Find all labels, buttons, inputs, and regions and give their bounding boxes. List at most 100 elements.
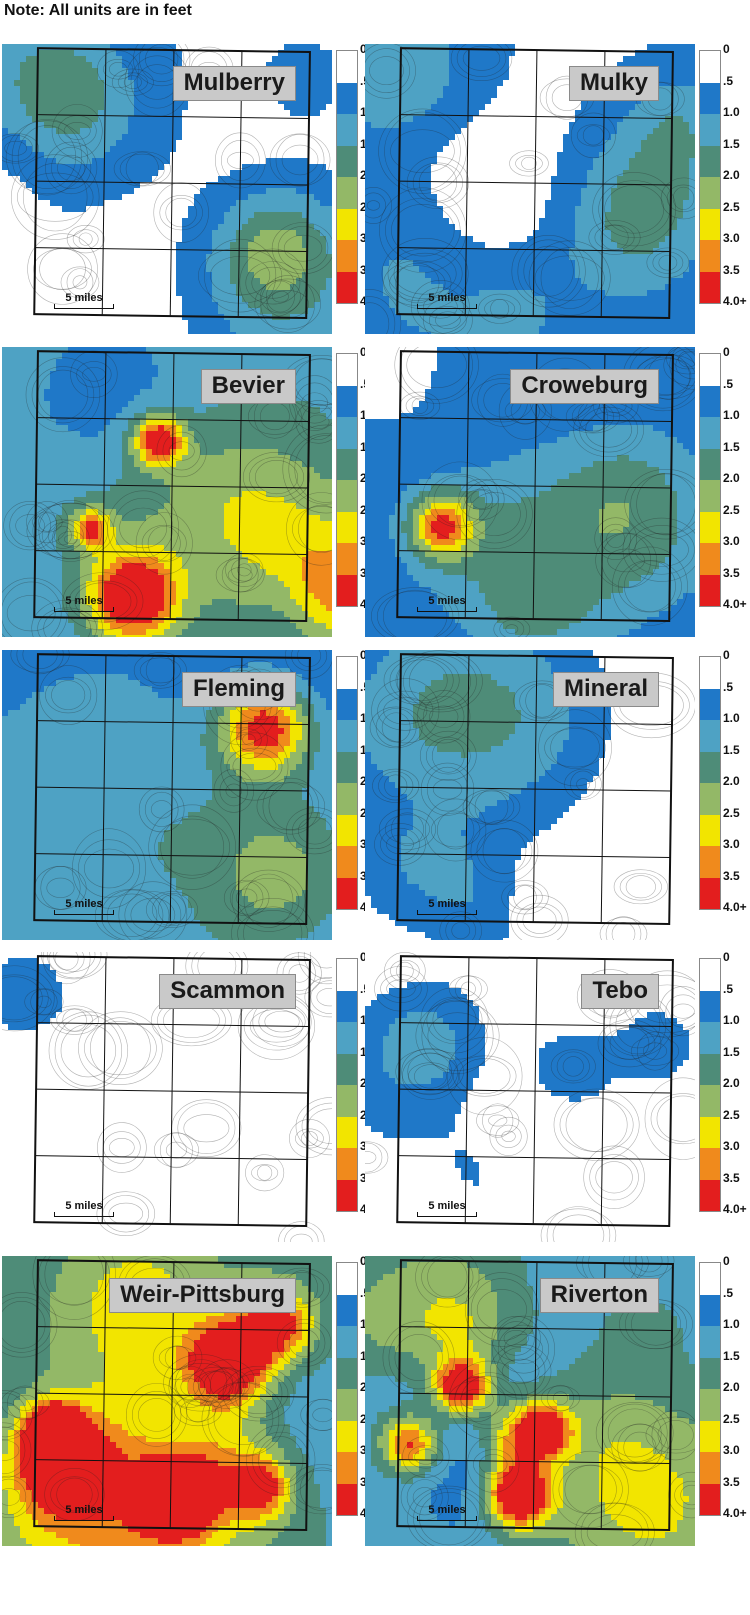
legend-swatch <box>337 1148 357 1180</box>
legend-swatch <box>700 1326 720 1358</box>
legend-label: 1.0 <box>723 711 740 725</box>
legend-swatch <box>337 783 357 815</box>
scale-bar-line <box>54 1212 114 1217</box>
map-title: Mulky <box>568 66 659 101</box>
legend-label: 1.5 <box>723 1045 740 1059</box>
scale-bar-line <box>417 1516 477 1521</box>
scale-label: 5 miles <box>417 898 477 910</box>
scale-bar: 5 miles <box>54 1504 114 1521</box>
legend-label: 3.0 <box>723 534 740 548</box>
scale-bar-line <box>417 1212 477 1217</box>
legend-swatch <box>700 114 720 146</box>
legend-label: 3.5 <box>723 263 740 277</box>
map-title: Croweburg <box>510 369 659 404</box>
scale-bar-line <box>417 910 477 915</box>
legend-swatch <box>700 543 720 575</box>
scale-bar: 5 miles <box>54 595 114 612</box>
legend-swatch <box>337 1357 357 1389</box>
thickness-cells <box>365 44 695 334</box>
legend-color-bar <box>336 958 358 1212</box>
legend-swatch <box>337 1263 357 1295</box>
legend-label: 2.0 <box>723 1380 740 1394</box>
legend-swatch <box>337 814 357 846</box>
legend-swatch <box>700 877 720 909</box>
legend-swatch <box>337 208 357 240</box>
legend-color-bar <box>699 958 721 1212</box>
legend-swatch <box>337 1085 357 1117</box>
legend-label: 0 <box>360 42 367 56</box>
scale-bar-line <box>54 910 114 915</box>
isopach-map: Mineral 5 miles <box>365 650 703 940</box>
legend-swatch <box>337 240 357 272</box>
legend-swatch <box>337 145 357 177</box>
legend-swatch <box>700 1116 720 1148</box>
contour-lines <box>10 650 332 940</box>
legend-swatch <box>337 448 357 480</box>
units-note: Note: All units are in feet <box>4 2 192 20</box>
thickness-cells <box>365 1256 695 1546</box>
scale-bar: 5 miles <box>417 1504 477 1521</box>
legend-swatch <box>337 657 357 689</box>
scale-bar-line <box>54 607 114 612</box>
map-title: Mineral <box>552 672 659 707</box>
legend-swatch <box>700 1420 720 1452</box>
legend-label: 1.5 <box>723 1349 740 1363</box>
legend-color-bar <box>699 50 721 304</box>
isopach-map: Mulky 5 miles <box>365 44 703 334</box>
legend-swatch <box>337 354 357 386</box>
legend-color-bar <box>336 50 358 304</box>
legend-label: 2.5 <box>723 200 740 214</box>
color-legend: 0 .5 1.0 1.5 2.0 2.5 3.0 3.5 4.0+ <box>699 345 747 637</box>
legend-label: .5 <box>723 982 733 996</box>
legend-swatch <box>700 574 720 606</box>
legend-label: .5 <box>723 1286 733 1300</box>
legend-swatch <box>337 82 357 114</box>
legend-swatch <box>700 448 720 480</box>
legend-swatch <box>700 177 720 209</box>
legend-label: 2.5 <box>723 806 740 820</box>
legend-label: .5 <box>723 74 733 88</box>
map-title: Weir-Pittsburg <box>109 1278 296 1313</box>
isopach-map: Scammon 5 miles <box>2 952 340 1242</box>
legend-swatch <box>700 720 720 752</box>
thickness-cells <box>2 347 332 637</box>
contour-lines <box>365 44 695 334</box>
legend-swatch <box>700 688 720 720</box>
legend-label: 4.0+ <box>723 900 747 914</box>
legend-swatch <box>337 511 357 543</box>
isopach-map: Tebo 5 miles <box>365 952 703 1242</box>
scale-bar: 5 miles <box>417 292 477 309</box>
color-legend: 0 .5 1.0 1.5 2.0 2.5 3.0 3.5 4.0+ <box>699 42 747 334</box>
legend-swatch <box>337 959 357 991</box>
legend-swatch <box>700 959 720 991</box>
legend-swatch <box>700 1294 720 1326</box>
scale-bar: 5 miles <box>417 898 477 915</box>
legend-label: 1.0 <box>723 1317 740 1331</box>
legend-label: 2.0 <box>723 1076 740 1090</box>
thickness-cells <box>2 952 332 1242</box>
color-legend: 0 .5 1.0 1.5 2.0 2.5 3.0 3.5 4.0+ <box>699 1254 747 1546</box>
legend-color-bar <box>699 353 721 607</box>
legend-label: 0 <box>360 950 367 964</box>
legend-swatch <box>337 1483 357 1515</box>
scale-label: 5 miles <box>417 1200 477 1212</box>
legend-color-bar <box>336 353 358 607</box>
legend-swatch <box>700 657 720 689</box>
legend-swatch <box>700 271 720 303</box>
legend-swatch <box>700 1085 720 1117</box>
legend-label: 0 <box>723 1254 730 1268</box>
thickness-contour-map <box>2 347 332 637</box>
legend-swatch <box>337 1179 357 1211</box>
legend-swatch <box>700 1263 720 1295</box>
legend-swatch <box>337 1053 357 1085</box>
contour-lines <box>2 952 332 1242</box>
legend-label: 1.5 <box>723 137 740 151</box>
legend-swatch <box>337 1326 357 1358</box>
legend-label: 0 <box>360 1254 367 1268</box>
scale-bar: 5 miles <box>54 898 114 915</box>
scale-bar: 5 miles <box>54 1200 114 1217</box>
scale-bar-line <box>417 304 477 309</box>
isopach-map: Weir-Pittsburg 5 miles <box>2 1256 340 1546</box>
map-title: Tebo <box>581 974 659 1009</box>
legend-swatch <box>700 82 720 114</box>
